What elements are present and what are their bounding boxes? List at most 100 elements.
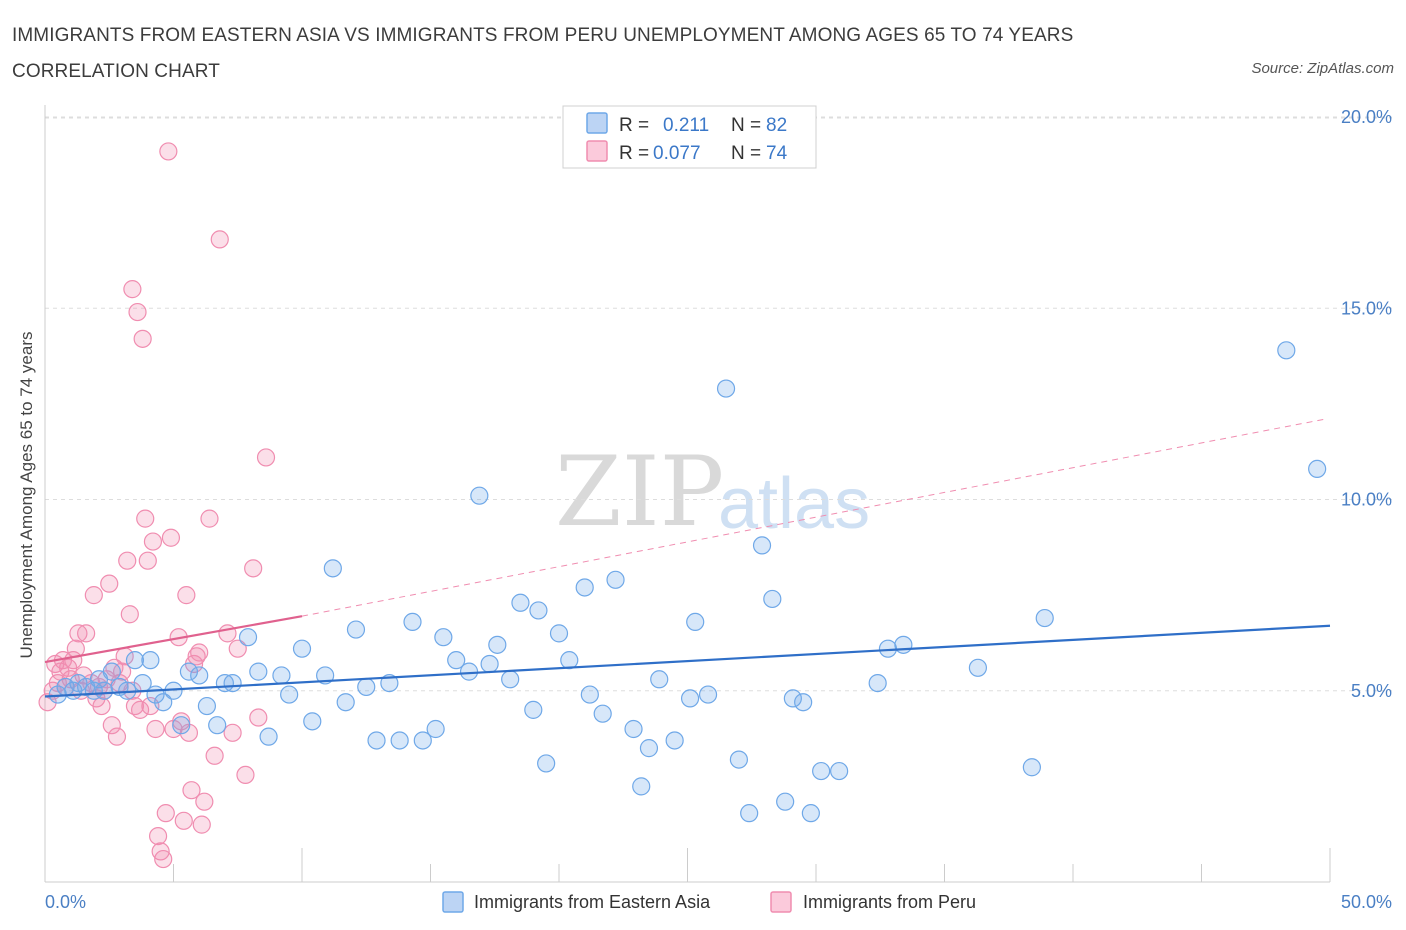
- point-peru-16: [84, 586, 103, 605]
- point-peru-33: [128, 302, 147, 322]
- point-peru-43: [154, 849, 173, 869]
- point-peru-69: [159, 142, 178, 161]
- bottom-legend: Immigrants from Eastern Asia Immigrants …: [442, 891, 976, 913]
- series-peru-points: [38, 142, 276, 869]
- point-peru-0: [38, 693, 57, 712]
- point-eastern-asia-51: [524, 700, 543, 719]
- legend-r-label-2: R =: [619, 143, 649, 164]
- point-eastern-asia-66: [698, 685, 718, 704]
- point-eastern-asia-71: [763, 589, 782, 609]
- point-eastern-asia-55: [575, 578, 594, 597]
- point-peru-37: [138, 551, 157, 570]
- point-eastern-asia-61: [639, 739, 659, 758]
- legend-n-value-1: 82: [766, 115, 787, 136]
- bottom-legend-swatch-pink: [770, 891, 792, 913]
- point-peru-51: [179, 723, 199, 742]
- point-eastern-asia-26: [259, 727, 278, 746]
- point-eastern-asia-72: [776, 792, 795, 811]
- point-eastern-asia-21: [208, 716, 227, 735]
- point-eastern-asia-15: [154, 693, 173, 712]
- point-eastern-asia-35: [357, 677, 376, 697]
- point-eastern-asia-29: [292, 639, 312, 658]
- point-peru-65: [244, 559, 263, 578]
- point-eastern-asia-81: [968, 658, 988, 677]
- series-eastern-asia-points: [48, 341, 1327, 823]
- watermark-zip: ZIP: [555, 436, 724, 548]
- point-eastern-asia-19: [190, 666, 209, 685]
- y-tick-labels: 5.0% 10.0% 15.0% 20.0%: [1341, 107, 1392, 701]
- point-peru-23: [102, 716, 121, 735]
- point-eastern-asia-30: [303, 712, 322, 731]
- point-peru-39: [143, 532, 163, 551]
- point-eastern-asia-23: [223, 673, 242, 693]
- bottom-legend-label-peru: Immigrants from Peru: [803, 892, 976, 912]
- point-eastern-asia-24: [238, 628, 258, 647]
- trend-lines: [44, 418, 1331, 698]
- point-eastern-asia-68: [729, 750, 749, 769]
- y-axis-label: Unemployment Among Ages 65 to 74 years: [17, 332, 36, 659]
- point-eastern-asia-76: [812, 761, 831, 781]
- legend-swatch-pink: [586, 140, 608, 162]
- point-eastern-asia-75: [801, 804, 820, 823]
- point-peru-55: [190, 643, 209, 662]
- y-tick-label-0: 5.0%: [1351, 681, 1392, 701]
- point-eastern-asia-39: [403, 612, 422, 632]
- point-peru-67: [256, 448, 276, 467]
- point-peru-35: [133, 329, 152, 348]
- point-peru-11: [69, 624, 88, 643]
- point-eastern-asia-52: [549, 624, 569, 643]
- point-eastern-asia-50: [529, 601, 548, 620]
- point-eastern-asia-13: [141, 651, 160, 670]
- point-eastern-asia-8: [102, 662, 121, 681]
- point-eastern-asia-42: [434, 628, 453, 647]
- point-eastern-asia-69: [740, 804, 759, 823]
- bottom-legend-label-eastern-asia: Immigrants from Eastern Asia: [474, 892, 711, 912]
- grid: [45, 116, 1392, 692]
- point-peru-50: [177, 586, 196, 605]
- x-tick-label-min: 0.0%: [45, 892, 86, 912]
- point-eastern-asia-48: [501, 670, 520, 689]
- point-eastern-asia-47: [488, 635, 507, 654]
- y-tick-label-2: 15.0%: [1341, 298, 1392, 318]
- legend-r-value-1: 0.211: [663, 115, 709, 136]
- point-peru-34: [130, 700, 150, 719]
- y-tick-label-3: 20.0%: [1341, 107, 1392, 127]
- point-eastern-asia-78: [868, 673, 887, 693]
- point-eastern-asia-46: [480, 654, 499, 674]
- point-eastern-asia-7: [95, 681, 114, 700]
- point-peru-64: [236, 765, 255, 785]
- point-eastern-asia-60: [632, 777, 651, 796]
- point-peru-63: [228, 639, 247, 658]
- x-tick-label-max: 50.0%: [1341, 892, 1392, 912]
- legend-swatch-blue: [586, 112, 608, 134]
- point-peru-30: [120, 605, 139, 624]
- point-peru-57: [195, 792, 214, 811]
- point-eastern-asia-27: [272, 666, 291, 685]
- point-eastern-asia-64: [680, 689, 700, 708]
- point-peru-62: [223, 723, 242, 742]
- point-eastern-asia-34: [346, 620, 366, 639]
- point-peru-58: [200, 509, 219, 528]
- point-peru-22: [100, 574, 119, 593]
- point-eastern-asia-56: [580, 685, 599, 704]
- point-eastern-asia-54: [560, 651, 579, 670]
- legend-r-label-1: R =: [619, 115, 649, 136]
- point-eastern-asia-28: [280, 685, 299, 704]
- point-peru-60: [210, 230, 229, 249]
- point-peru-68: [123, 280, 142, 299]
- point-eastern-asia-40: [413, 731, 432, 750]
- point-eastern-asia-49: [511, 593, 530, 612]
- point-peru-49: [174, 811, 193, 830]
- point-eastern-asia-43: [447, 651, 466, 670]
- legend-r-value-2: 0.077: [653, 143, 701, 164]
- point-peru-27: [112, 662, 132, 681]
- point-eastern-asia-82: [1022, 758, 1041, 777]
- point-eastern-asia-63: [665, 731, 684, 750]
- point-eastern-asia-57: [593, 704, 612, 723]
- point-peru-40: [146, 719, 165, 739]
- point-peru-56: [192, 815, 211, 834]
- point-eastern-asia-67: [716, 379, 736, 398]
- point-eastern-asia-74: [794, 693, 813, 712]
- bottom-legend-swatch-blue: [442, 891, 464, 913]
